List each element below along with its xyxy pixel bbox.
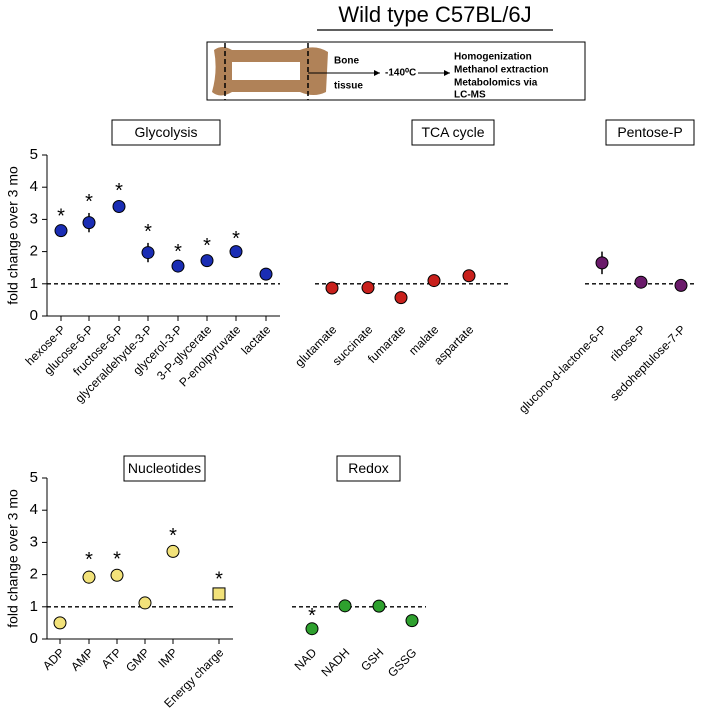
significance-mark: * bbox=[85, 191, 93, 213]
data-point bbox=[305, 622, 319, 636]
panel-title: Glycolysis bbox=[134, 124, 197, 140]
y-tick-label: 1 bbox=[30, 275, 38, 292]
data-point bbox=[595, 256, 609, 270]
significance-mark: * bbox=[169, 525, 177, 547]
panel: TCA cycleglutamatesuccinatefumaratemalat… bbox=[292, 119, 508, 370]
panel-title-box bbox=[111, 119, 221, 146]
x-tick-label: lactate bbox=[238, 322, 273, 357]
significance-mark: * bbox=[215, 568, 223, 590]
x-tick-label: NADH bbox=[318, 645, 352, 679]
data-point bbox=[229, 245, 243, 259]
x-tick-label: GSSG bbox=[385, 645, 419, 679]
y-tick-label: 3 bbox=[30, 210, 38, 227]
data-point bbox=[212, 587, 226, 601]
schematic: Bone tissue -140⁰C Homogenization Methan… bbox=[206, 41, 586, 101]
y-tick-label: 5 bbox=[30, 469, 38, 486]
data-point bbox=[634, 275, 648, 289]
y-tick-label: 1 bbox=[30, 598, 38, 615]
arrow-head bbox=[374, 70, 380, 76]
significance-mark: * bbox=[57, 206, 65, 228]
x-tick-label: NAD bbox=[292, 645, 320, 673]
x-tick-label: AMP bbox=[68, 645, 96, 673]
y-axis-label: fold change over 3 mo bbox=[5, 166, 21, 305]
schematic-step: LC-MS bbox=[454, 90, 486, 101]
panel-title: TCA cycle bbox=[421, 124, 484, 140]
data-point bbox=[54, 224, 68, 238]
bone-marrow bbox=[232, 62, 300, 80]
schematic-step: Metabolomics via bbox=[454, 78, 538, 89]
significance-mark: * bbox=[308, 605, 316, 627]
y-axis-label: fold change over 3 mo bbox=[5, 489, 21, 628]
data-point bbox=[427, 274, 441, 288]
panel-title: Pentose-P bbox=[617, 124, 682, 140]
data-point bbox=[141, 246, 155, 260]
panel-title-box bbox=[411, 119, 495, 146]
x-tick-label: sedoheptulose-7-P bbox=[607, 322, 688, 403]
schematic-label: -140⁰C bbox=[385, 68, 416, 79]
data-point bbox=[112, 200, 126, 214]
schematic-step: Methanol extraction bbox=[454, 65, 548, 76]
data-point bbox=[171, 259, 185, 273]
x-tick-label: GMP bbox=[123, 645, 152, 674]
y-tick-label: 2 bbox=[30, 566, 38, 583]
data-point bbox=[338, 599, 352, 613]
x-tick-label: glucono-d-lactone-6-P bbox=[516, 322, 609, 415]
panel: Pentose-Pglucono-d-lactone-6-Pribose-Pse… bbox=[516, 119, 695, 416]
arrow-head bbox=[444, 70, 450, 76]
data-point bbox=[462, 269, 476, 283]
y-tick-label: 0 bbox=[30, 307, 38, 324]
x-tick-label: succinate bbox=[330, 322, 376, 368]
panel-title: Nucleotides bbox=[128, 460, 201, 476]
data-point bbox=[110, 568, 124, 582]
panel: Nucleotides 0 1 2 3 4 5 fold change over 3 mo AD… bbox=[5, 455, 233, 711]
data-point bbox=[259, 267, 273, 281]
y-tick-label: 5 bbox=[30, 146, 38, 163]
x-tick-label: ADP bbox=[40, 645, 67, 672]
data-point bbox=[405, 614, 419, 628]
panel-title-box bbox=[605, 119, 695, 146]
significance-mark: * bbox=[232, 228, 240, 250]
panel-title: Redox bbox=[348, 460, 388, 476]
data-point bbox=[361, 281, 375, 295]
data-point bbox=[394, 291, 408, 305]
significance-mark: * bbox=[85, 549, 93, 571]
y-tick-label: 4 bbox=[30, 178, 38, 195]
x-tick-label: ATP bbox=[99, 645, 125, 671]
data-point bbox=[82, 216, 96, 230]
significance-mark: * bbox=[203, 235, 211, 257]
schematic-label: tissue bbox=[334, 81, 363, 92]
panel-title-box bbox=[336, 455, 401, 482]
data-point bbox=[200, 254, 214, 268]
schematic-label: Bone bbox=[334, 56, 359, 67]
y-tick-label: 3 bbox=[30, 533, 38, 550]
data-point bbox=[82, 570, 96, 584]
x-tick-label: IMP bbox=[155, 645, 180, 670]
data-point bbox=[325, 281, 339, 295]
y-tick-label: 2 bbox=[30, 243, 38, 260]
data-point bbox=[53, 616, 67, 630]
significance-mark: * bbox=[174, 241, 182, 263]
figure-title: Wild type C57BL/6J bbox=[338, 2, 531, 27]
significance-mark: * bbox=[144, 221, 152, 243]
panel-title-box bbox=[123, 455, 206, 482]
data-point bbox=[674, 278, 688, 292]
significance-mark: * bbox=[115, 180, 123, 202]
x-tick-label: GSH bbox=[358, 645, 386, 673]
y-tick-label: 0 bbox=[30, 630, 38, 647]
data-point bbox=[372, 599, 386, 613]
data-point bbox=[138, 596, 152, 610]
significance-mark: * bbox=[113, 549, 121, 571]
schematic-step: Homogenization bbox=[454, 52, 532, 63]
y-tick-label: 4 bbox=[30, 501, 38, 518]
data-point bbox=[166, 544, 180, 558]
